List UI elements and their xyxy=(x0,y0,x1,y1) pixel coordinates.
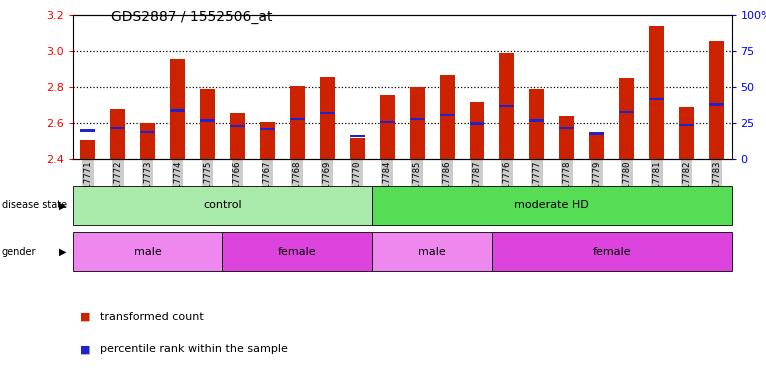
Bar xyxy=(80,139,95,159)
Text: GDS2887 / 1552506_at: GDS2887 / 1552506_at xyxy=(111,10,273,23)
Bar xyxy=(709,41,724,159)
Bar xyxy=(140,131,155,133)
Bar xyxy=(260,128,275,130)
Bar xyxy=(230,125,245,127)
Bar xyxy=(380,94,394,159)
Bar xyxy=(320,76,335,159)
Bar xyxy=(350,138,365,159)
Bar xyxy=(679,107,694,159)
Bar xyxy=(440,114,454,116)
Bar xyxy=(380,121,394,123)
Bar xyxy=(80,129,95,132)
Bar xyxy=(230,113,245,159)
Bar xyxy=(559,126,574,129)
Bar xyxy=(290,86,305,159)
Text: gender: gender xyxy=(2,247,36,257)
Text: ■: ■ xyxy=(80,344,91,354)
Bar xyxy=(320,112,335,114)
Text: percentile rank within the sample: percentile rank within the sample xyxy=(100,344,287,354)
Bar xyxy=(110,126,125,129)
Bar xyxy=(619,78,634,159)
Bar xyxy=(679,124,694,126)
Bar xyxy=(140,123,155,159)
Text: ▶: ▶ xyxy=(59,200,67,210)
Bar xyxy=(709,103,724,106)
Text: moderate HD: moderate HD xyxy=(515,200,589,210)
Bar xyxy=(410,118,424,120)
Bar xyxy=(589,132,604,135)
Bar xyxy=(559,116,574,159)
Text: female: female xyxy=(278,247,316,257)
Bar xyxy=(170,109,185,112)
Text: disease state: disease state xyxy=(2,200,67,210)
Bar xyxy=(470,122,485,124)
Bar xyxy=(529,89,545,159)
Bar xyxy=(589,132,604,159)
Text: ▶: ▶ xyxy=(59,247,67,257)
Bar xyxy=(529,119,545,122)
Bar xyxy=(499,53,515,159)
Bar xyxy=(350,135,365,137)
Bar xyxy=(650,98,664,100)
Bar xyxy=(260,122,275,159)
Text: male: male xyxy=(418,247,446,257)
Text: transformed count: transformed count xyxy=(100,312,203,322)
Bar xyxy=(619,111,634,113)
Bar xyxy=(650,26,664,159)
Text: male: male xyxy=(134,247,162,257)
Bar xyxy=(410,88,424,159)
Bar xyxy=(110,109,125,159)
Bar xyxy=(200,119,215,122)
Bar xyxy=(470,102,485,159)
Bar xyxy=(200,89,215,159)
Bar xyxy=(290,118,305,120)
Text: ■: ■ xyxy=(80,312,91,322)
Text: female: female xyxy=(592,247,631,257)
Bar xyxy=(440,75,454,159)
Text: control: control xyxy=(203,200,242,210)
Bar xyxy=(170,59,185,159)
Bar xyxy=(499,105,515,107)
